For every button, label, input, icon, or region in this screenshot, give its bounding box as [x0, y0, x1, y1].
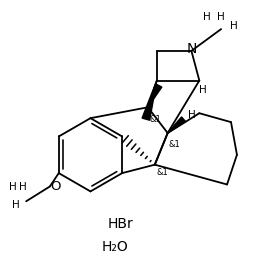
Polygon shape [168, 117, 185, 133]
Text: &1: &1 [169, 140, 180, 149]
Polygon shape [148, 84, 162, 107]
Text: O: O [51, 180, 61, 193]
Text: HBr: HBr [107, 217, 133, 231]
Text: H₂O: H₂O [102, 240, 128, 254]
Text: H: H [217, 12, 225, 22]
Text: H: H [203, 12, 211, 22]
Polygon shape [142, 80, 157, 120]
Text: H: H [230, 21, 238, 31]
Text: &1: &1 [157, 168, 169, 177]
Text: H: H [9, 182, 17, 192]
Text: H: H [12, 200, 20, 210]
Text: H: H [199, 86, 207, 95]
Text: &1: &1 [150, 115, 162, 124]
Text: H: H [188, 110, 195, 120]
Text: N: N [186, 42, 196, 56]
Text: H: H [19, 182, 27, 192]
